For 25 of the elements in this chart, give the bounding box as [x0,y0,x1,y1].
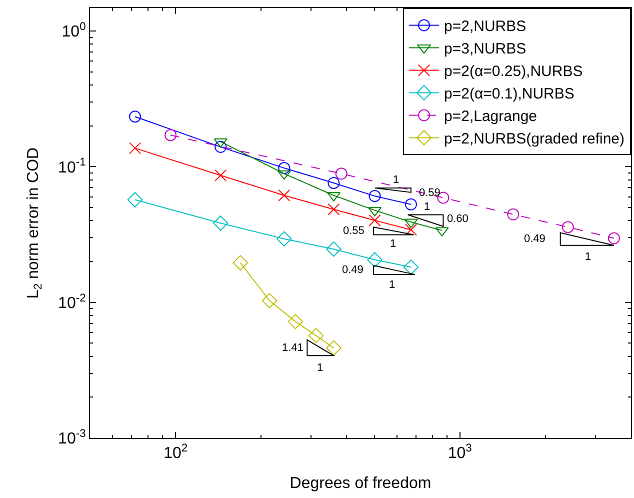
annotation: 0.60 [447,213,468,225]
legend-label: p=3,NURBS [444,40,526,58]
annotation: 1 [389,279,396,291]
legend-label: p=2(α=0.25),NURBS [444,63,583,80]
legend-label: p=2,Lagrange [444,108,538,126]
annotation: 0.49 [524,233,546,245]
annotation: 1 [317,362,324,374]
legend-label: p=2(α=0.1),NURBS [444,86,574,103]
y-tick-label: 10$^{-1}$ [58,156,86,176]
x-tick-label: 10$^{2}$ [164,442,188,462]
y-tick-label: 10$^{-2}$ [58,292,86,312]
annotation: 1.41 [282,342,304,354]
annotation: 1 [424,201,430,213]
annotation: 0.49 [342,264,364,276]
annotation: 1 [393,174,400,186]
legend-label: p=2,NURBS [444,18,526,36]
x-tick-label: 10$^{3}$ [448,442,472,462]
x-axis-title: Degrees of freedom [290,474,432,492]
annotation: 1 [585,251,592,263]
annotation: 0.59 [419,187,440,199]
annotation: 0.55 [343,225,364,237]
y-tick-label: 10$^{0}$ [62,20,86,41]
annotation: 1 [390,238,396,250]
y-tick-label: 10$^{-3}$ [58,428,86,448]
legend-label: p=2,NURBS(graded refine) [444,130,625,148]
